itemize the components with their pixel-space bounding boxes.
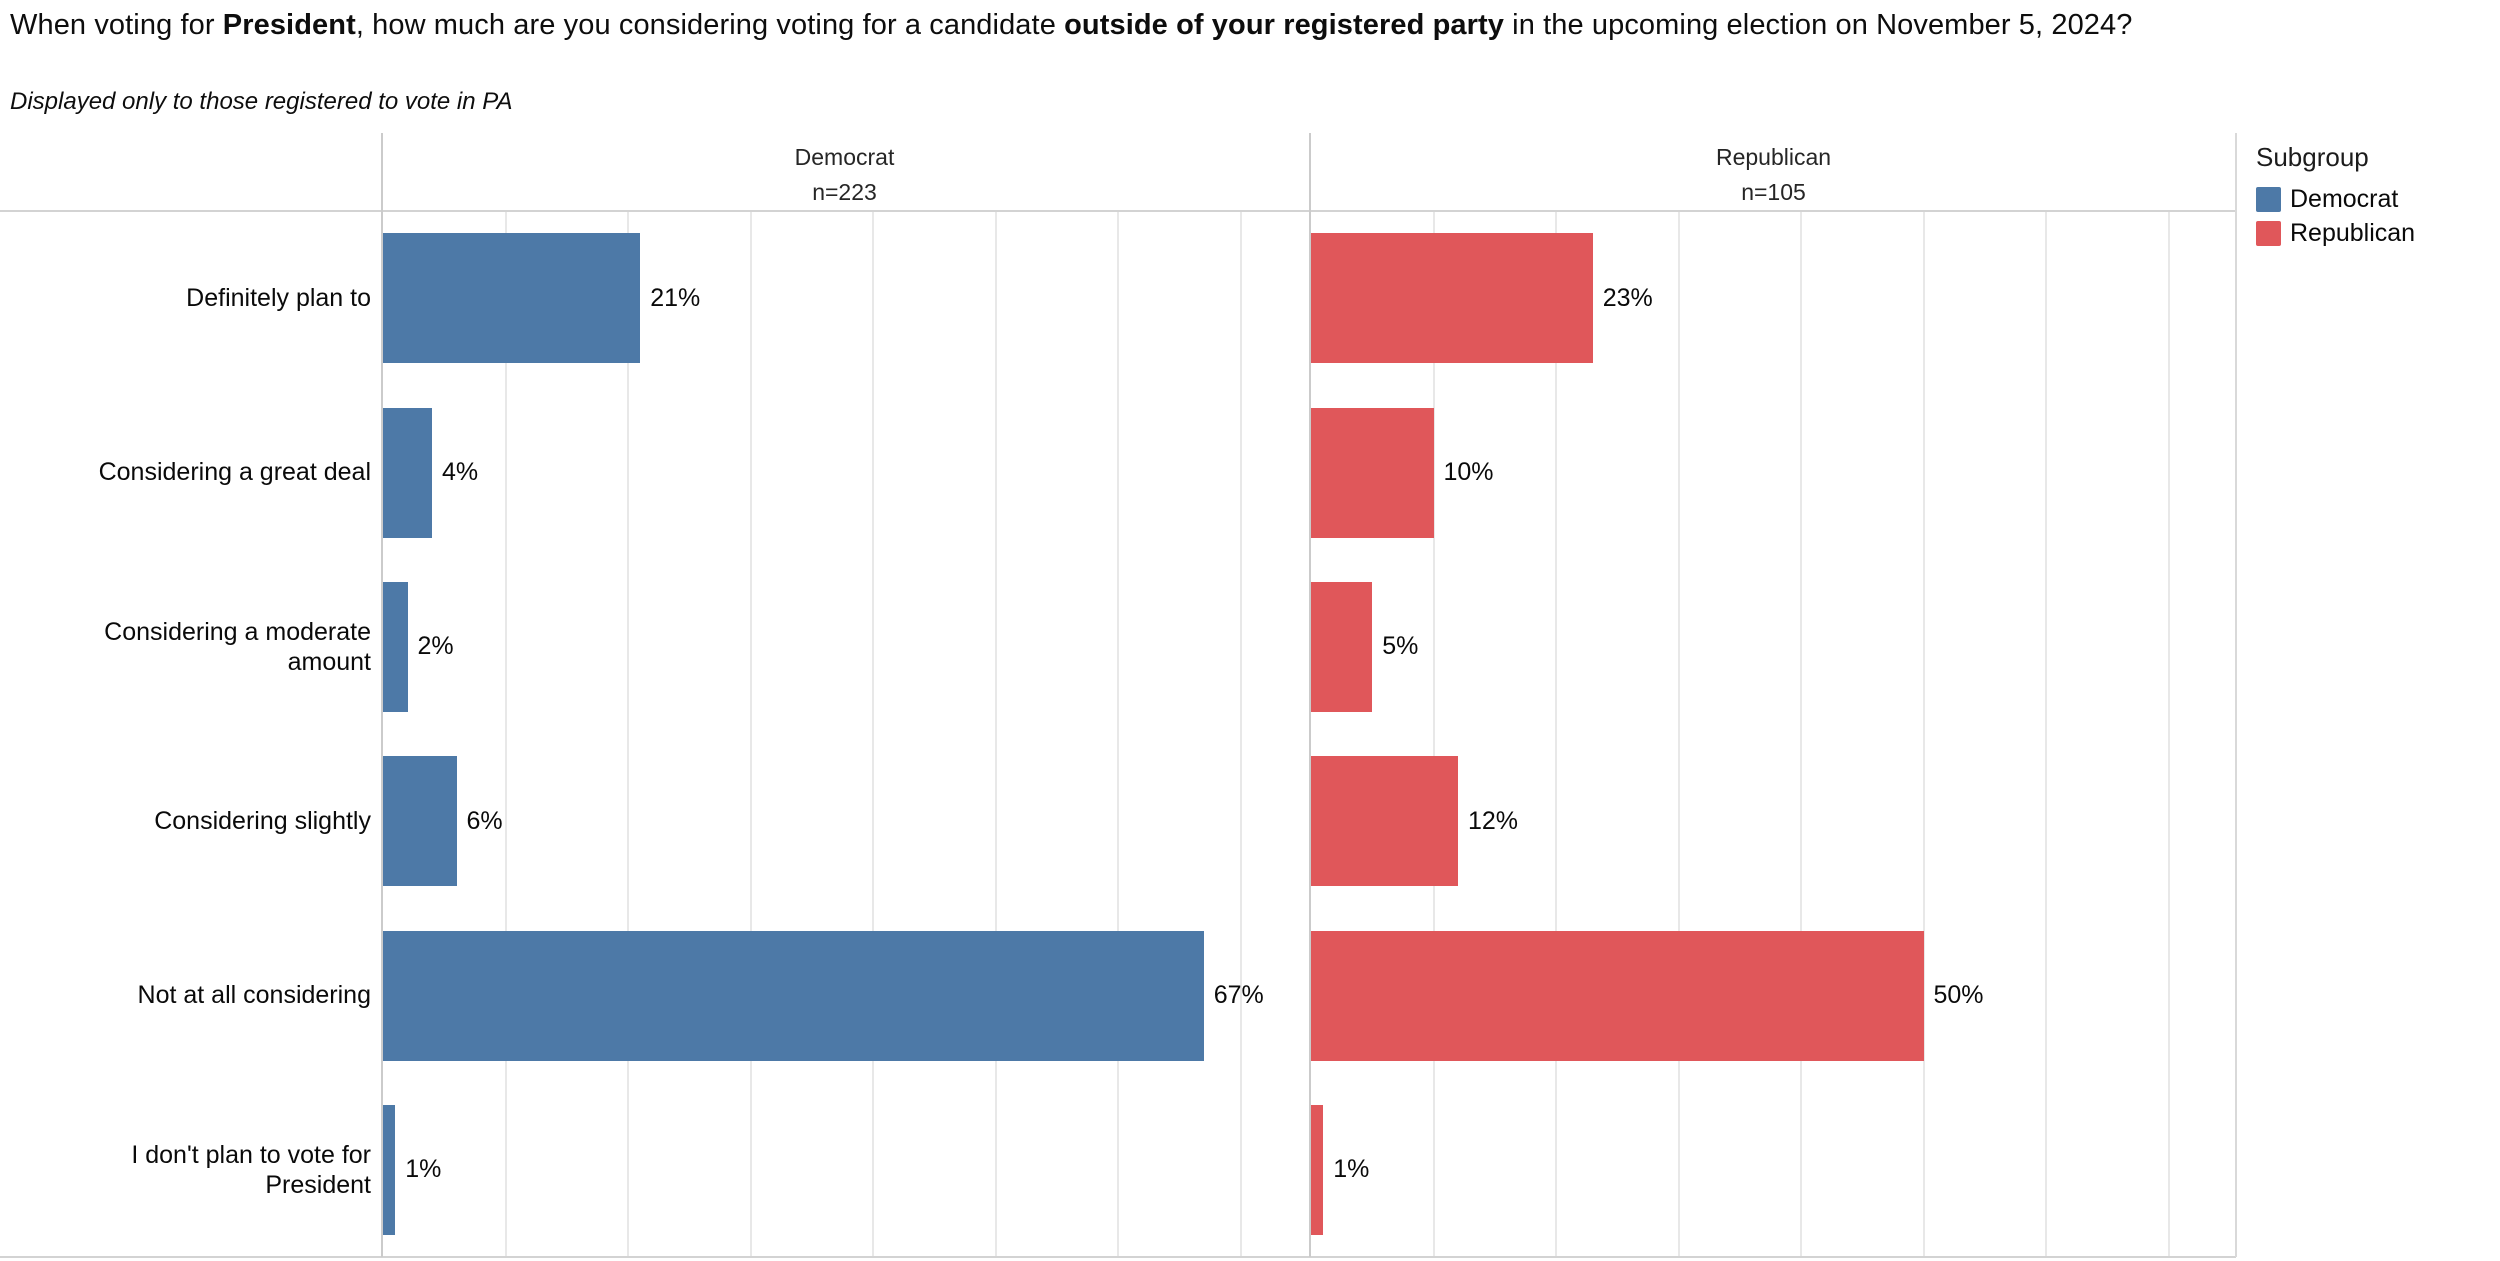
legend-entry-label: Democrat [2290, 184, 2399, 213]
gridline-republican-40 [1800, 211, 1802, 1257]
y-axis-line-republican [1309, 133, 1311, 1257]
chart-subtitle: Displayed only to those registered to vo… [10, 88, 513, 115]
facet-header-republican: Republican n=105 [1311, 133, 2236, 223]
gridline-democrat-50 [994, 211, 997, 1257]
gridline-republican-10 [1432, 211, 1435, 1257]
chart-title-segment: , how much are you considering voting fo… [355, 9, 1065, 41]
bar-value-label: 6% [466, 806, 503, 835]
facet-sample-size: n=223 [812, 179, 877, 205]
legend-swatch-icon [2256, 186, 2281, 212]
bar-democrat-5 [383, 930, 1204, 1061]
legend-swatch-icon [2256, 220, 2281, 246]
gridline-democrat-60 [1117, 211, 1119, 1257]
legend-entries: Democrat Republican [2256, 182, 2486, 250]
bar-republican-2 [1311, 407, 1434, 538]
bar-republican-3 [1311, 581, 1373, 712]
facet-title: Democrat [794, 144, 895, 170]
category-label: Considering a great deal [98, 458, 371, 487]
bar-value-label: 67% [1213, 981, 1264, 1009]
facet-header-divider [0, 210, 2236, 212]
y-axis-line-democrat [381, 133, 383, 1257]
bar-value-label: 4% [442, 458, 479, 486]
bar-republican-4 [1311, 756, 1458, 887]
chart-title-segment: When voting for [10, 9, 223, 41]
chart-title: When voting for President, how much are … [10, 6, 2140, 45]
bar-value-label: 21% [650, 283, 701, 312]
bar-value-label: 12% [1468, 806, 1519, 835]
gridline-republican-70 [2167, 211, 2170, 1257]
bar-value-label: 1% [405, 1155, 442, 1184]
category-label: Considering slightly [154, 807, 371, 836]
legend: Subgroup Democrat Republican [2256, 142, 2486, 250]
legend-title: Subgroup [2256, 142, 2369, 172]
bar-value-label: 10% [1443, 458, 1494, 486]
facet-header-democrat: Democrat n=223 [383, 133, 1306, 223]
gridline-democrat-40 [872, 211, 874, 1257]
gridline-democrat-30 [749, 211, 752, 1257]
chart-title-segment: in the upcoming election on November 5, … [1504, 9, 2133, 41]
bar-value-label: 2% [417, 632, 454, 661]
gridline-democrat-10 [504, 211, 507, 1257]
gridline-republican-60 [2045, 211, 2047, 1257]
chart-title-bold-segment: outside of your registered party [1064, 9, 1504, 41]
facet-sample-size: n=105 [1741, 179, 1806, 205]
gridline-republican-50 [1922, 211, 1925, 1257]
bar-democrat-6 [383, 1104, 396, 1235]
bar-value-label: 50% [1933, 981, 1984, 1009]
bar-value-label: 23% [1602, 283, 1653, 312]
facet-title: Republican [1715, 144, 1832, 170]
bar-value-label: 1% [1333, 1155, 1370, 1184]
category-label: Not at all considering [137, 981, 371, 1010]
legend-entry-label: Republican [2290, 218, 2416, 247]
bar-democrat-1 [383, 233, 641, 364]
gridline-republican-20 [1555, 211, 1557, 1257]
bar-value-label: 5% [1382, 632, 1419, 661]
bar-republican-1 [1311, 233, 1593, 364]
legend-entry-republican[interactable]: Republican [2256, 216, 2486, 250]
chart-title-bold-segment: President [222, 9, 356, 41]
category-label: Considering a moderate amount [104, 617, 371, 676]
category-label: Definitely plan to [186, 284, 371, 313]
category-label: I don't plan to vote for President [131, 1140, 371, 1199]
gridline-republican-30 [1677, 211, 1680, 1257]
bar-democrat-4 [383, 756, 457, 887]
legend-entry-democrat[interactable]: Democrat [2256, 182, 2486, 216]
panel-right-border [2235, 133, 2237, 1257]
gridline-democrat-70 [1239, 211, 1242, 1257]
bar-democrat-2 [383, 407, 432, 538]
gridline-democrat-20 [627, 211, 629, 1257]
bar-republican-6 [1311, 1104, 1324, 1235]
x-axis-line [0, 1256, 2236, 1258]
bar-democrat-3 [383, 581, 408, 712]
bar-republican-5 [1311, 930, 1924, 1061]
